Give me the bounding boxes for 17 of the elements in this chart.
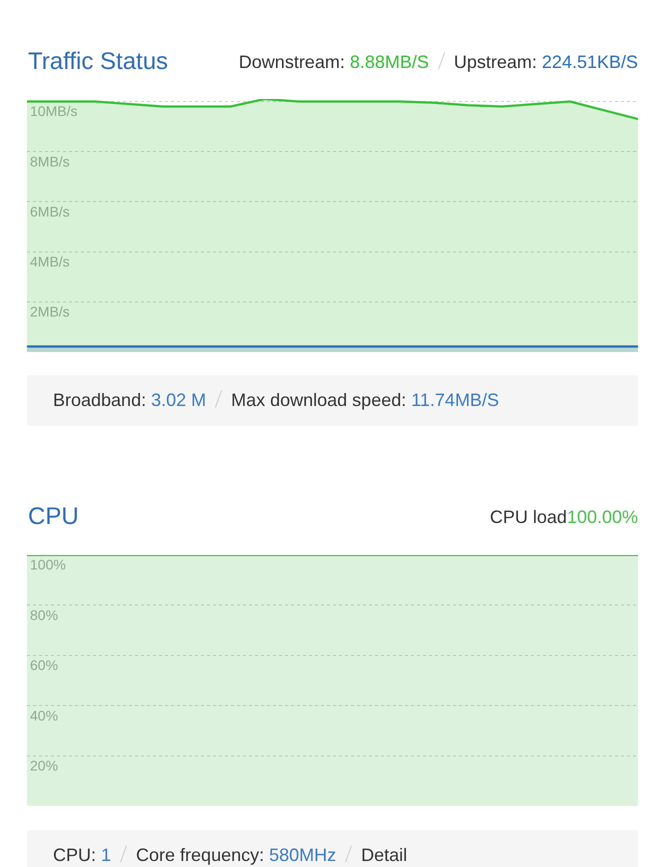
text: Upstream: 224.51KB/S <box>454 52 638 72</box>
y-tick-label: 20% <box>30 758 58 774</box>
y-tick-label: 6MB/s <box>30 203 70 220</box>
y-tick-label: 60% <box>30 657 58 674</box>
text: Downstream: 8.88MB/S <box>238 52 429 72</box>
info-panel: Broadband: 3.02 M Max download speed: 11.74MB/S <box>27 375 638 426</box>
chart-title: CPU <box>28 502 79 532</box>
y-tick-label: 40% <box>30 707 58 724</box>
y-tick-label: 4MB/s <box>30 254 70 270</box>
text: CPU load100.00% <box>490 507 638 527</box>
chart-title: Traffic Status <box>28 47 168 77</box>
y-tick-label: 10MB/s <box>30 103 78 120</box>
info-panel: CPU: 1 Core frequency: 580MHz Detail <box>27 830 638 867</box>
y-tick-label: 8MB/s <box>30 153 70 170</box>
y-tick-label: 80% <box>30 606 58 623</box>
y-tick-label: 100% <box>30 556 66 573</box>
y-tick-label: 2MB/s <box>30 304 70 320</box>
